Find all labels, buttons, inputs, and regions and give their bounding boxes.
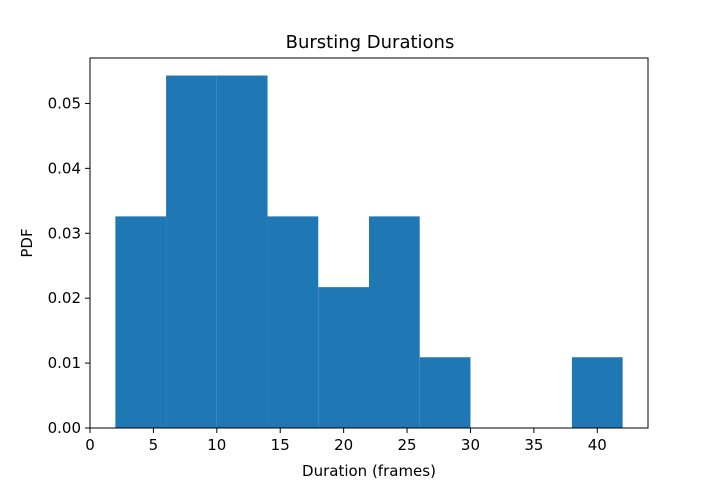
histogram-bar-0: [115, 216, 167, 428]
histogram-bar-9: [571, 357, 623, 428]
y-axis-label: PDF: [18, 228, 36, 257]
y-tick-label: 0.03: [48, 224, 81, 242]
x-tick-label: 40: [588, 436, 607, 454]
bars: [115, 75, 623, 429]
x-axis-label: Duration (frames): [302, 462, 436, 480]
x-tick-label: 35: [524, 436, 543, 454]
x-tick-label: 30: [461, 436, 480, 454]
y-axis-ticks: 0.00 0.01 0.02 0.03 0.04 0.05: [48, 94, 90, 437]
y-tick-label: 0.02: [48, 289, 81, 307]
x-tick-label: 10: [207, 436, 226, 454]
histogram-bar-1: [166, 75, 217, 429]
histogram-bar-4: [318, 287, 369, 428]
y-tick-label: 0.04: [48, 159, 81, 177]
y-tick-label: 0.05: [48, 94, 81, 112]
plot-frame: [89, 57, 649, 429]
x-tick-label: 20: [334, 436, 353, 454]
x-tick-label: 5: [149, 436, 159, 454]
histogram-bar-6: [419, 357, 471, 428]
x-axis-ticks: 0 5 10 15 20 25 30 35 40: [85, 428, 607, 454]
y-tick-label: 0.00: [48, 419, 81, 437]
x-tick-label: 25: [397, 436, 416, 454]
x-tick-label: 0: [85, 436, 95, 454]
y-tick-label: 0.01: [48, 354, 81, 372]
histogram-bar-5: [369, 216, 420, 428]
x-tick-label: 15: [271, 436, 290, 454]
histogram-bar-3: [267, 216, 319, 428]
histogram-bar-2: [216, 75, 268, 429]
chart-title: Bursting Durations: [286, 32, 455, 53]
